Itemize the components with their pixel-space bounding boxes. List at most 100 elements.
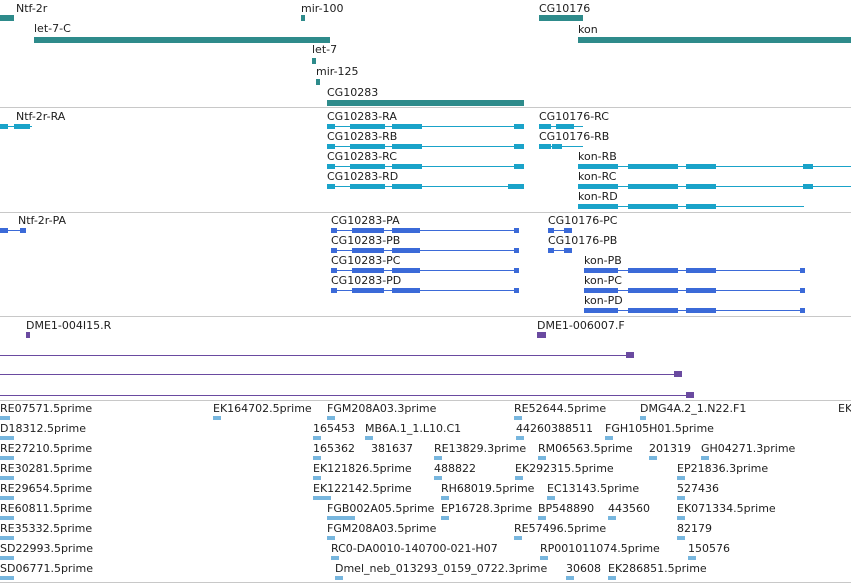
est-label[interactable]: 82179 [677, 522, 712, 535]
est-label[interactable]: DMG4A.2_1.N22.F1 [640, 402, 747, 415]
est-label[interactable]: EP16728.3prime [441, 502, 533, 515]
protein-label[interactable]: CG10176-PB [548, 234, 618, 247]
transcript-exon[interactable] [350, 144, 385, 149]
protein-segment[interactable] [352, 268, 384, 273]
protein-label[interactable]: CG10283-PB [331, 234, 401, 247]
gene-feature[interactable] [301, 15, 305, 21]
est-feature[interactable] [441, 516, 449, 520]
transcript-label[interactable]: CG10176-RC [539, 110, 609, 123]
est-label[interactable]: EK122142.5prime [313, 482, 412, 495]
transcript-label[interactable]: kon-RB [578, 150, 617, 163]
transcript-exon[interactable] [686, 204, 716, 209]
transcript-label[interactable]: CG10283-RC [327, 150, 397, 163]
est-feature[interactable] [677, 516, 685, 520]
est-feature[interactable] [313, 456, 321, 460]
est-feature[interactable] [434, 456, 442, 460]
est-feature[interactable] [540, 556, 548, 560]
est-feature[interactable] [514, 416, 522, 420]
est-feature[interactable] [0, 516, 14, 520]
est-feature[interactable] [515, 476, 523, 480]
gene-label[interactable]: let-7 [312, 43, 338, 56]
transcript-exon[interactable] [514, 144, 524, 149]
protein-label[interactable]: kon-PB [584, 254, 622, 267]
transcript-label[interactable]: CG10283-RD [327, 170, 399, 183]
protein-label[interactable]: CG10283-PD [331, 274, 402, 287]
protein-segment[interactable] [628, 268, 678, 273]
protein-segment[interactable] [352, 288, 384, 293]
est-label[interactable]: 30608 [566, 562, 601, 575]
protein-segment[interactable] [331, 248, 337, 253]
est-feature[interactable] [0, 536, 14, 540]
transcript-exon[interactable] [556, 124, 574, 129]
est-label[interactable]: 150576 [688, 542, 730, 555]
protein-segment[interactable] [628, 308, 678, 313]
gene-feature[interactable] [312, 58, 316, 64]
transcript-exon[interactable] [327, 124, 335, 129]
est-label[interactable]: EK [838, 402, 851, 415]
est-feature[interactable] [0, 436, 14, 440]
transcript-exon[interactable] [0, 124, 8, 129]
est-label[interactable]: FGB002A05.5prime [327, 502, 435, 515]
protein-segment[interactable] [352, 228, 384, 233]
alignment-line[interactable] [0, 355, 628, 356]
gene-feature[interactable] [539, 15, 583, 21]
est-label[interactable]: RE27210.5prime [0, 442, 93, 455]
est-feature[interactable] [605, 436, 613, 440]
protein-label[interactable]: CG10283-PA [331, 214, 400, 227]
protein-segment[interactable] [392, 248, 420, 253]
est-feature[interactable] [327, 516, 355, 520]
est-feature[interactable] [313, 496, 331, 500]
transcript-exon[interactable] [14, 124, 30, 129]
transcript-exon[interactable] [508, 184, 524, 189]
est-feature[interactable] [0, 496, 14, 500]
protein-segment[interactable] [352, 248, 384, 253]
transcript-exon[interactable] [628, 164, 678, 169]
est-feature[interactable] [547, 496, 555, 500]
gene-feature[interactable] [327, 100, 524, 106]
protein-label[interactable]: kon-PC [584, 274, 622, 287]
probe-label[interactable]: DME1-006007.F [537, 319, 625, 332]
alignment-line[interactable] [0, 374, 676, 375]
est-feature[interactable] [0, 456, 14, 460]
est-feature[interactable] [335, 576, 343, 580]
est-label[interactable]: RE52644.5prime [514, 402, 607, 415]
protein-segment[interactable] [392, 288, 420, 293]
est-label[interactable]: RE57496.5prime [514, 522, 607, 535]
protein-segment[interactable] [331, 228, 337, 233]
transcript-exon[interactable] [327, 184, 335, 189]
transcript-exon[interactable] [350, 184, 385, 189]
protein-segment[interactable] [628, 288, 678, 293]
probe-feature[interactable] [26, 332, 30, 338]
est-label[interactable]: EK292315.5prime [515, 462, 614, 475]
protein-segment[interactable] [800, 268, 805, 273]
protein-label[interactable]: CG10176-PC [548, 214, 618, 227]
protein-segment[interactable] [584, 308, 618, 313]
protein-segment[interactable] [548, 248, 554, 253]
transcript-label[interactable]: CG10283-RA [327, 110, 397, 123]
transcript-exon[interactable] [686, 164, 716, 169]
transcript-exon[interactable] [686, 184, 716, 189]
gene-feature[interactable] [316, 79, 320, 85]
transcript-exon[interactable] [539, 124, 551, 129]
gene-feature[interactable] [578, 37, 851, 43]
est-label[interactable]: BP548890 [538, 502, 595, 515]
est-feature[interactable] [327, 416, 335, 420]
transcript-exon[interactable] [628, 184, 678, 189]
est-label[interactable]: 527436 [677, 482, 719, 495]
protein-segment[interactable] [686, 268, 716, 273]
gene-feature[interactable] [34, 37, 330, 43]
protein-segment[interactable] [584, 268, 618, 273]
transcript-exon[interactable] [514, 164, 524, 169]
est-label[interactable]: RE60811.5prime [0, 502, 93, 515]
est-feature[interactable] [313, 436, 321, 440]
gene-label[interactable]: mir-125 [316, 65, 359, 78]
est-label[interactable]: RE35332.5prime [0, 522, 93, 535]
probe-label[interactable]: DME1-004I15.R [26, 319, 112, 332]
protein-segment[interactable] [20, 228, 26, 233]
protein-segment[interactable] [392, 228, 420, 233]
est-feature[interactable] [538, 456, 546, 460]
est-feature[interactable] [538, 516, 546, 520]
est-label[interactable]: 488822 [434, 462, 476, 475]
transcript-exon[interactable] [578, 164, 618, 169]
est-feature[interactable] [688, 556, 696, 560]
